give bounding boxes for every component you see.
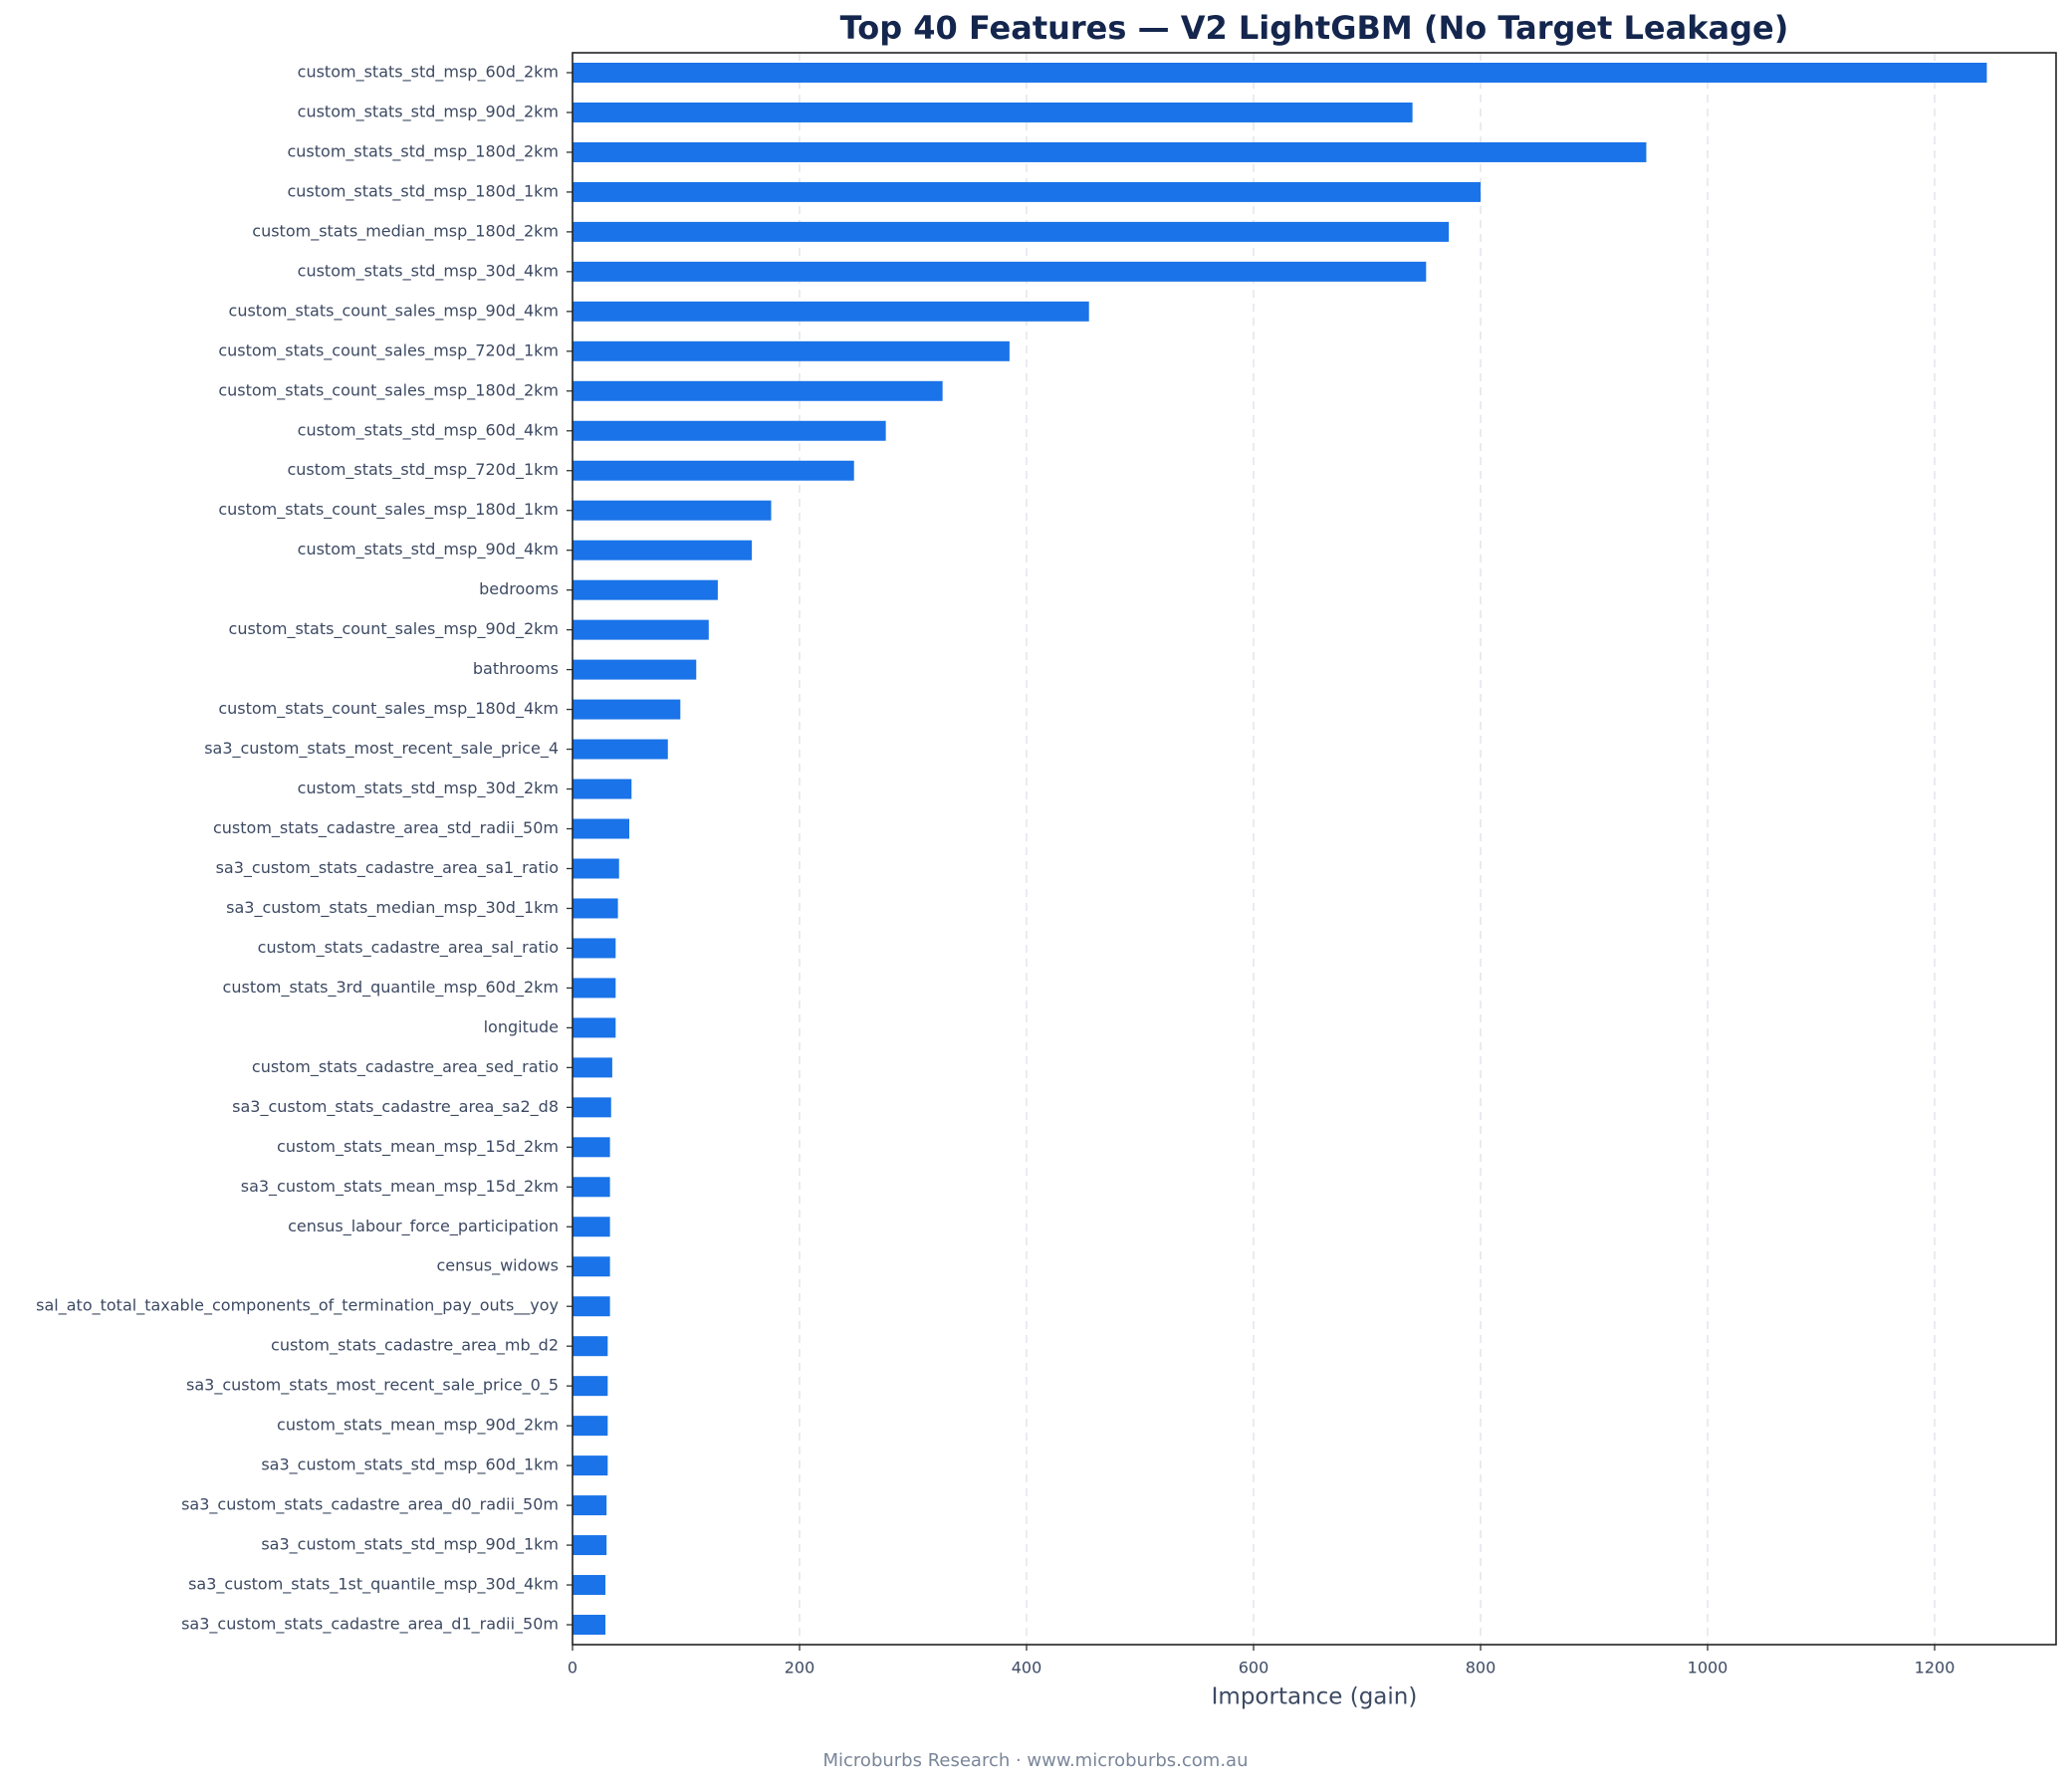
y-tick-label: custom_stats_mean_msp_90d_2km <box>277 1416 559 1436</box>
y-tick-label: custom_stats_std_msp_180d_2km <box>287 141 559 161</box>
bar <box>573 619 709 640</box>
bar <box>573 261 1427 282</box>
bar <box>573 1535 607 1556</box>
x-tick-label: 0 <box>568 1659 577 1677</box>
y-tick-label: sa3_custom_stats_1st_quantile_msp_30d_4k… <box>188 1575 559 1595</box>
chart-title: Top 40 Features — V2 LightGBM (No Target… <box>840 9 1789 47</box>
bar <box>573 540 753 560</box>
y-tick-label: custom_stats_median_msp_180d_2km <box>252 221 559 241</box>
bar <box>573 739 668 760</box>
bar <box>573 659 697 680</box>
y-tick-label: custom_stats_std_msp_30d_2km <box>298 779 559 798</box>
bar <box>573 420 886 441</box>
x-tick-label: 800 <box>1466 1659 1496 1677</box>
y-tick-label: custom_stats_mean_msp_15d_2km <box>277 1137 559 1157</box>
bar <box>573 141 1647 162</box>
bar <box>573 858 619 879</box>
y-tick-label: custom_stats_std_msp_720d_1km <box>287 460 559 480</box>
x-tick-label: 400 <box>1012 1659 1042 1677</box>
bar <box>573 1575 606 1596</box>
y-tick-label: custom_stats_std_msp_30d_4km <box>298 261 559 281</box>
y-tick-label: sa3_custom_stats_std_msp_60d_1km <box>261 1455 559 1475</box>
bar <box>573 1495 607 1516</box>
y-tick-label: custom_stats_std_msp_180d_1km <box>287 181 559 201</box>
y-tick-label: sa3_custom_stats_cadastre_area_d1_radii_… <box>181 1615 559 1635</box>
bar <box>573 62 1987 83</box>
y-tick-label: custom_stats_cadastre_area_sed_ratio <box>252 1057 559 1077</box>
y-tick-label: custom_stats_count_sales_msp_180d_1km <box>218 500 559 520</box>
footer: Microburbs Research · www.microburbs.com… <box>823 1750 1249 1771</box>
bar <box>573 818 630 839</box>
y-tick-label: custom_stats_count_sales_msp_90d_2km <box>229 619 559 639</box>
bar <box>573 1177 610 1198</box>
x-tick-label: 600 <box>1239 1659 1269 1677</box>
bar <box>573 1376 608 1397</box>
bar <box>573 1416 608 1437</box>
bar <box>573 1057 612 1078</box>
y-tick-label: custom_stats_count_sales_msp_180d_4km <box>218 699 559 719</box>
y-tick-label: sa3_custom_stats_cadastre_area_d0_radii_… <box>181 1495 559 1515</box>
bar <box>573 579 718 600</box>
y-tick-label: sal_ato_total_taxable_components_of_term… <box>36 1296 559 1316</box>
y-tick-label: custom_stats_cadastre_area_mb_d2 <box>271 1336 559 1356</box>
y-tick-label: sa3_custom_stats_median_msp_30d_1km <box>226 898 559 918</box>
y-tick-label: bathrooms <box>473 659 559 678</box>
bar <box>573 1017 616 1038</box>
bar <box>573 898 618 919</box>
y-tick-label: census_labour_force_participation <box>288 1217 559 1236</box>
y-tick-label: custom_stats_std_msp_60d_2km <box>298 62 559 82</box>
y-tick-label: custom_stats_count_sales_msp_90d_4km <box>229 301 559 321</box>
y-tick-label: census_widows <box>437 1256 560 1276</box>
y-tick-label: custom_stats_3rd_quantile_msp_60d_2km <box>223 978 559 998</box>
x-axis-label: Importance (gain) <box>1212 1684 1418 1710</box>
y-tick-label: custom_stats_std_msp_60d_4km <box>298 420 559 440</box>
bar <box>573 779 632 799</box>
bar <box>573 340 1010 361</box>
y-tick-label: custom_stats_cadastre_area_std_radii_50m <box>213 818 559 838</box>
bar <box>573 1296 610 1317</box>
y-tick-label: custom_stats_count_sales_msp_720d_1km <box>218 340 559 360</box>
y-tick-label: longitude <box>484 1017 559 1036</box>
y-tick-label: sa3_custom_stats_mean_msp_15d_2km <box>241 1177 559 1197</box>
bar <box>573 1217 610 1237</box>
bar <box>573 1336 608 1357</box>
y-tick-label: sa3_custom_stats_most_recent_sale_price_… <box>204 739 559 759</box>
bar <box>573 1097 611 1118</box>
bar <box>573 221 1450 242</box>
bar <box>573 500 772 521</box>
y-tick-label: custom_stats_count_sales_msp_180d_2km <box>218 380 559 400</box>
bar <box>573 1137 610 1158</box>
bar <box>573 102 1413 122</box>
bar <box>573 978 616 999</box>
plot-frame <box>572 52 2057 1646</box>
y-tick-label: custom_stats_cadastre_area_sal_ratio <box>258 938 559 958</box>
bar <box>573 938 616 959</box>
bar <box>573 380 943 401</box>
x-tick-label: 1000 <box>1688 1659 1728 1677</box>
bar <box>573 1455 608 1476</box>
bar <box>573 699 681 720</box>
x-tick-label: 1200 <box>1915 1659 1956 1677</box>
x-tick-label: 200 <box>785 1659 815 1677</box>
bar <box>573 1256 610 1277</box>
bar <box>573 1615 606 1636</box>
y-tick-label: sa3_custom_stats_cadastre_area_sa1_ratio <box>216 858 559 878</box>
bar <box>573 460 854 481</box>
y-tick-label: sa3_custom_stats_std_msp_90d_1km <box>261 1535 559 1555</box>
y-tick-label: sa3_custom_stats_most_recent_sale_price_… <box>186 1376 559 1396</box>
bar <box>573 301 1089 322</box>
y-tick-label: bedrooms <box>479 579 559 598</box>
y-tick-label: custom_stats_std_msp_90d_4km <box>298 540 559 559</box>
bar <box>573 181 1482 202</box>
y-tick-label: sa3_custom_stats_cadastre_area_sa2_d8 <box>232 1097 559 1117</box>
y-tick-label: custom_stats_std_msp_90d_2km <box>298 102 559 121</box>
